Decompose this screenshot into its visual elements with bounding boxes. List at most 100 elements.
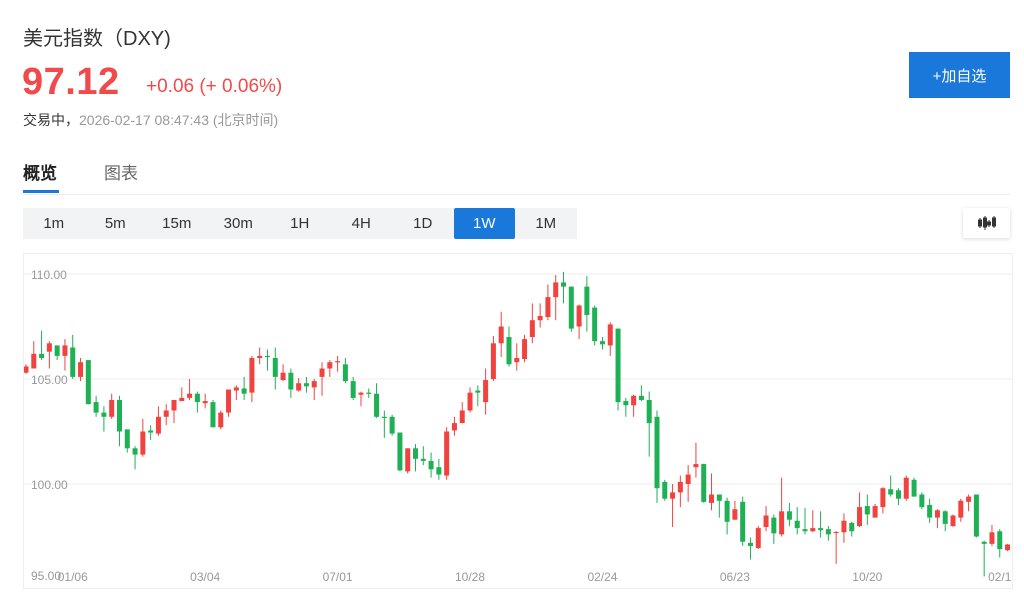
- tab-overview[interactable]: 概览: [23, 164, 57, 183]
- candle-body: [732, 509, 738, 520]
- candle-body: [615, 328, 621, 403]
- candle-body: [568, 286, 574, 329]
- candle-body: [327, 362, 333, 369]
- candle-body: [545, 297, 551, 318]
- candle-body: [747, 542, 753, 546]
- interval-1m[interactable]: 1m: [43, 215, 65, 232]
- candle-body: [187, 393, 193, 398]
- chart-type-button[interactable]: [963, 208, 1010, 238]
- candle-body: [389, 416, 395, 434]
- candle-body: [249, 358, 255, 393]
- candle-body: [623, 401, 629, 406]
- candle-body: [537, 316, 543, 321]
- candle-body: [62, 345, 68, 356]
- candle-body: [342, 364, 348, 382]
- candle-body: [405, 448, 411, 472]
- candle-body: [888, 489, 894, 495]
- candle-body: [522, 339, 528, 360]
- candle-body: [475, 390, 481, 393]
- candle-body: [849, 522, 855, 532]
- candle-body: [981, 541, 987, 544]
- interval-1d[interactable]: 1D: [413, 215, 433, 232]
- candle-body: [934, 510, 940, 518]
- candle-body: [420, 458, 426, 461]
- candle-body: [599, 341, 605, 345]
- candle-body: [872, 506, 878, 518]
- candle-body: [825, 529, 831, 535]
- candle-body: [693, 464, 699, 468]
- interval-15m[interactable]: 15m: [162, 215, 192, 232]
- candle-body: [436, 467, 442, 475]
- candle-body: [70, 347, 76, 377]
- candle-body: [942, 511, 948, 524]
- trading-status: 交易中，2026-02-17 08:47:43 (北京时间): [23, 110, 278, 130]
- candle-body: [498, 326, 504, 344]
- interval-selector: 1m 5m 15m 30m 1H 4H 1D 1W 1M: [23, 208, 577, 239]
- candle-body: [116, 400, 122, 432]
- candle-body: [716, 494, 722, 501]
- candle-body: [124, 429, 130, 449]
- candle-body: [194, 393, 200, 403]
- candle-body: [413, 448, 418, 459]
- x-axis-label: 06/23: [720, 570, 750, 584]
- candle-body: [78, 362, 84, 377]
- candle-body: [810, 528, 816, 532]
- candlestick-icon: [977, 216, 996, 230]
- x-axis-label: 10/20: [852, 570, 882, 584]
- candle-body: [358, 392, 364, 395]
- candle-body: [864, 506, 870, 515]
- interval-1M[interactable]: 1M: [535, 215, 557, 232]
- interval-4h[interactable]: 4H: [351, 215, 371, 232]
- candle-body: [451, 423, 457, 431]
- candle-body: [483, 380, 489, 403]
- candle-body: [319, 368, 325, 377]
- candle-body: [39, 353, 45, 358]
- candle-body: [241, 388, 247, 394]
- candle-body: [514, 358, 520, 363]
- candle-body: [763, 515, 769, 528]
- candle-body: [303, 383, 309, 387]
- candle-body: [490, 343, 496, 379]
- candle-body: [54, 345, 60, 356]
- candle-body: [467, 392, 473, 411]
- candle-body: [584, 286, 590, 315]
- candle-body: [841, 520, 847, 533]
- candle-body: [381, 416, 387, 418]
- candle-body: [802, 529, 808, 532]
- interval-30m[interactable]: 30m: [223, 215, 253, 232]
- candle-body: [724, 500, 730, 522]
- candle-body: [786, 511, 792, 520]
- candle-body: [296, 383, 302, 391]
- y-axis-label: 105.00: [31, 373, 68, 387]
- candle-body: [85, 360, 91, 405]
- candle-body: [709, 494, 715, 503]
- candle-body: [257, 355, 263, 358]
- candle-body: [264, 355, 270, 358]
- candle-body: [109, 400, 115, 417]
- candle-body: [374, 393, 380, 417]
- candle-body: [459, 410, 465, 424]
- x-axis-label: 10/28: [455, 570, 485, 584]
- tab-chart[interactable]: 图表: [104, 164, 138, 183]
- candle-body: [631, 395, 637, 406]
- candle-body: [911, 479, 917, 497]
- candle-body: [818, 528, 824, 531]
- candle-body: [592, 307, 598, 342]
- active-tab-indicator: [23, 190, 59, 193]
- price-chart[interactable]: 110.00 105.00 100.00 95.00 01/06 03/04 07/01 10…: [23, 253, 1013, 589]
- candle-body: [202, 401, 208, 404]
- y-axis-label: 95.00: [31, 569, 61, 583]
- tab-divider: [23, 194, 1010, 195]
- interval-1w[interactable]: 1W: [453, 208, 515, 239]
- candle-body: [919, 494, 925, 508]
- x-axis-label: 02/1: [988, 570, 1012, 584]
- candle-body: [24, 366, 29, 373]
- status-text: 交易中，: [23, 112, 79, 128]
- add-to-watchlist-button[interactable]: +加自选: [909, 52, 1010, 98]
- candle-body: [350, 381, 356, 398]
- timezone-note: (北京时间): [212, 112, 279, 128]
- candle-body: [280, 372, 286, 381]
- interval-1h[interactable]: 1H: [290, 215, 310, 232]
- interval-5m[interactable]: 5m: [104, 215, 126, 232]
